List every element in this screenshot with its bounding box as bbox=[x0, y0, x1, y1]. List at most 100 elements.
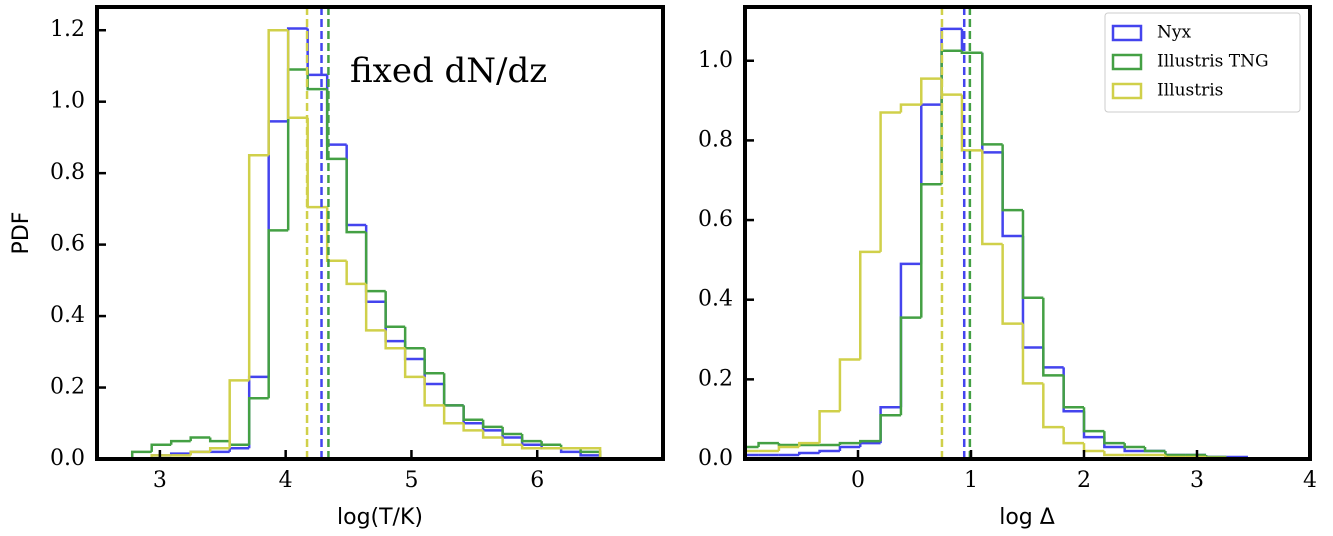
y-tick-label: 1.0 bbox=[50, 89, 85, 114]
histogram-step bbox=[899, 103, 922, 113]
y-tick-label: 0.0 bbox=[50, 446, 85, 471]
plot-area bbox=[745, 7, 1248, 459]
legend-label: Illustris TNG bbox=[1157, 52, 1269, 72]
histogram-step bbox=[859, 441, 881, 448]
x-tick-label: 4 bbox=[1303, 468, 1317, 493]
legend-swatch bbox=[1111, 24, 1143, 42]
histogram-step bbox=[267, 28, 289, 156]
histogram-step bbox=[189, 436, 211, 442]
histogram-step bbox=[940, 49, 962, 185]
histogram-step bbox=[481, 430, 503, 439]
histogram-step bbox=[501, 437, 523, 446]
histogram-step bbox=[286, 30, 308, 120]
histogram-step bbox=[879, 111, 901, 252]
histogram-step bbox=[1042, 297, 1064, 377]
histogram-step bbox=[306, 28, 328, 77]
histogram-step bbox=[580, 447, 602, 459]
histogram-step bbox=[818, 449, 840, 454]
histogram-step bbox=[940, 78, 962, 96]
histogram-step bbox=[540, 441, 562, 446]
y-tick-label: 0.6 bbox=[698, 207, 733, 232]
histogram-step bbox=[423, 358, 445, 386]
y-tick-label: 0.0 bbox=[698, 446, 733, 471]
histogram-step bbox=[384, 291, 406, 329]
histogram-step bbox=[520, 433, 542, 443]
histogram-step bbox=[757, 441, 779, 448]
histogram-step bbox=[818, 409, 840, 444]
y-tick-label: 1.2 bbox=[50, 17, 85, 42]
histogram-step bbox=[745, 453, 759, 457]
y-axis-label: PDF bbox=[9, 212, 34, 255]
y-tick-label: 0.2 bbox=[698, 366, 733, 391]
histogram-step bbox=[208, 437, 230, 443]
histogram-step bbox=[442, 383, 464, 407]
histogram-step bbox=[345, 144, 367, 227]
y-tick-label: 0.8 bbox=[50, 160, 85, 185]
histogram-step bbox=[345, 158, 367, 234]
histogram-step bbox=[325, 74, 347, 146]
histogram-step bbox=[462, 423, 484, 432]
histogram-step bbox=[384, 301, 406, 343]
histogram-step bbox=[228, 447, 250, 452]
histogram-step bbox=[920, 77, 942, 105]
histogram-step bbox=[1143, 447, 1166, 453]
histogram-step bbox=[1001, 152, 1023, 238]
x-tick-label: 5 bbox=[404, 468, 418, 493]
histogram-step bbox=[247, 397, 269, 445]
histogram-step bbox=[442, 373, 464, 407]
histogram-step bbox=[1123, 443, 1146, 449]
histogram-step bbox=[403, 341, 425, 361]
histogram-step bbox=[208, 447, 230, 452]
axes-frame bbox=[95, 5, 665, 461]
y-tick-label: 0.6 bbox=[50, 232, 85, 257]
histogram-step bbox=[150, 443, 172, 452]
legend-label: Illustris bbox=[1157, 81, 1223, 101]
x-tick-label: 1 bbox=[964, 468, 978, 493]
histogram-step bbox=[462, 405, 484, 421]
x-tick-label: 0 bbox=[851, 468, 865, 493]
histogram-step bbox=[981, 52, 1003, 154]
annotation: fixed dN/dz bbox=[350, 51, 547, 91]
y-tick-label: 0.8 bbox=[698, 127, 733, 152]
histogram-step bbox=[981, 52, 1003, 146]
histogram-step bbox=[1042, 347, 1064, 369]
histogram-step bbox=[286, 27, 308, 122]
axes-frame bbox=[743, 5, 1312, 461]
histogram-step bbox=[1001, 144, 1023, 212]
histogram-step bbox=[981, 150, 1003, 246]
histogram-step bbox=[267, 120, 289, 377]
histogram-step bbox=[384, 330, 406, 350]
x-axis-label: log Δ bbox=[999, 505, 1055, 530]
histogram-step bbox=[1021, 210, 1044, 299]
histogram-step bbox=[325, 89, 347, 161]
x-tick-label: 3 bbox=[1190, 468, 1204, 493]
histogram-step bbox=[267, 229, 289, 399]
histogram-step bbox=[364, 283, 386, 332]
y-tick-label: 0.4 bbox=[50, 303, 85, 328]
histogram-step bbox=[1062, 427, 1084, 445]
histogram-step bbox=[130, 450, 152, 459]
histogram-step bbox=[306, 69, 328, 91]
y-tick-label: 0.4 bbox=[698, 287, 733, 312]
histogram-step bbox=[777, 445, 800, 452]
histogram-step bbox=[364, 232, 386, 293]
histogram-step bbox=[1082, 407, 1105, 433]
histogram-step bbox=[228, 379, 250, 449]
histogram-step bbox=[423, 348, 445, 375]
histogram-step bbox=[797, 451, 820, 456]
histogram-step bbox=[1082, 411, 1105, 439]
histogram-step bbox=[797, 441, 820, 448]
histogram-step bbox=[325, 207, 347, 262]
histogram-step bbox=[1001, 243, 1023, 325]
x-tick-label: 6 bbox=[530, 468, 544, 493]
histogram-step bbox=[169, 439, 191, 445]
histogram-step bbox=[899, 262, 922, 408]
histogram-step bbox=[960, 94, 983, 152]
x-tick-label: 4 bbox=[279, 468, 293, 493]
histogram-step bbox=[859, 250, 881, 360]
histogram-step bbox=[501, 426, 523, 436]
x-tick-label: 3 bbox=[153, 468, 167, 493]
histogram-step bbox=[879, 405, 901, 444]
histogram-step bbox=[940, 27, 962, 105]
